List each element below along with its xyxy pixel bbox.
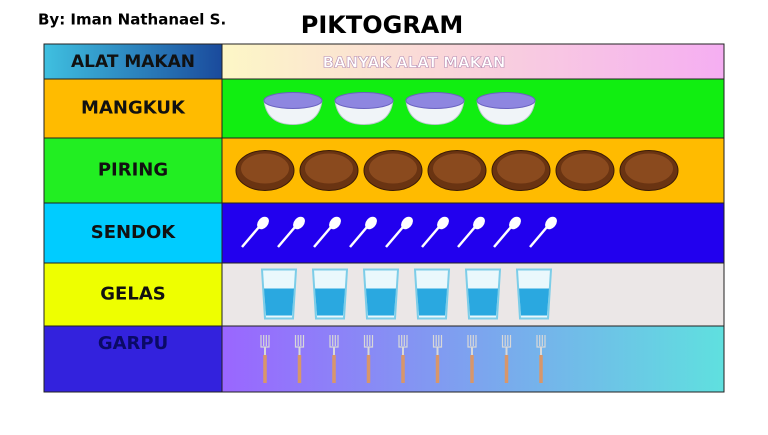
pictogram-icon (491, 150, 551, 191)
pictogram-icon (363, 335, 374, 383)
pictogram-icon (311, 268, 349, 320)
column-header: BANYAK ALAT MAKAN (323, 54, 506, 72)
pictogram-icon (385, 216, 413, 248)
pictogram-icon (263, 92, 323, 126)
spoon-bowl (473, 216, 485, 230)
pictogram-icon (363, 150, 423, 191)
label-cell (43, 325, 223, 393)
spoon-handle (349, 226, 368, 248)
glass-water (366, 288, 396, 316)
spoon-handle (385, 226, 404, 248)
header-cell (43, 43, 223, 80)
chart-title: PIKTOGRAM (301, 11, 464, 39)
glass-water (519, 288, 549, 316)
pictogram-icon (421, 216, 449, 248)
glass-water (264, 288, 294, 316)
pictogram-icon (413, 268, 451, 320)
category-label: PIRING (98, 160, 168, 181)
pictogram-icon (398, 335, 408, 383)
plate-inner (369, 153, 417, 184)
glass-water (468, 288, 498, 316)
label-cell (43, 137, 223, 204)
bowl-top (334, 92, 394, 109)
pictogram-icon (294, 335, 305, 383)
pictogram-icon (235, 150, 295, 191)
author: By: Iman Nathanael S. (38, 11, 226, 29)
spoon-bowl (545, 216, 557, 230)
pictogram-icon (619, 150, 679, 191)
category-label: SENDOK (91, 222, 177, 243)
pictogram-icon (536, 335, 546, 383)
pictogram-icon (260, 335, 270, 383)
category-label: GARPU (98, 333, 168, 354)
plate-inner (497, 153, 545, 184)
spoon-handle (277, 226, 296, 248)
value-cell (221, 202, 725, 264)
spoon-handle (529, 226, 548, 248)
pictogram-icon (313, 216, 341, 248)
glass-water (315, 288, 345, 316)
pictogram-icon (529, 216, 557, 248)
pictogram-icon (349, 216, 377, 248)
spoon-bowl (437, 216, 449, 230)
plate-inner (561, 153, 609, 184)
bowl-top (405, 92, 465, 109)
pictogram-icon (329, 335, 339, 383)
label-cell (43, 78, 223, 139)
pictogram-icon (464, 268, 502, 320)
pictogram-icon (277, 216, 305, 248)
pictogram-icon (457, 216, 485, 248)
spoon-handle (493, 226, 512, 248)
pictogram-icon (299, 150, 359, 191)
spoon-handle (313, 226, 332, 248)
pictogram-icon (405, 92, 465, 126)
pictogram-icon (476, 92, 536, 126)
column-header: ALAT MAKAN (71, 52, 195, 72)
spoon-bowl (509, 216, 521, 230)
spoon-bowl (257, 216, 269, 230)
spoon-bowl (293, 216, 305, 230)
label-cell (43, 202, 223, 264)
pictogram-icon (515, 268, 553, 320)
pictogram-icon (260, 268, 298, 320)
header-cell (221, 43, 725, 80)
pictogram-icon (427, 150, 487, 191)
pictogram-icon (555, 150, 615, 191)
spoon-handle (241, 226, 260, 248)
plate-inner (433, 153, 481, 184)
spoon-bowl (365, 216, 377, 230)
bowl-top (263, 92, 323, 109)
spoon-bowl (401, 216, 413, 230)
pictogram-icon (432, 335, 443, 383)
glass-water (417, 288, 447, 316)
pictogram-icon (241, 216, 269, 248)
spoon-bowl (329, 216, 341, 230)
pictogram-icon (501, 335, 512, 383)
plate-inner (241, 153, 289, 184)
plate-inner (625, 153, 673, 184)
category-label: MANGKUK (81, 98, 186, 119)
label-cell (43, 262, 223, 327)
bowl-top (476, 92, 536, 109)
pictogram-icon (493, 216, 521, 248)
pictogram-icon (334, 92, 394, 126)
plate-inner (305, 153, 353, 184)
spoon-handle (457, 226, 476, 248)
spoon-handle (421, 226, 440, 248)
pictogram-icon (467, 335, 477, 383)
category-label: GELAS (100, 284, 165, 305)
pictogram-icon (362, 268, 400, 320)
